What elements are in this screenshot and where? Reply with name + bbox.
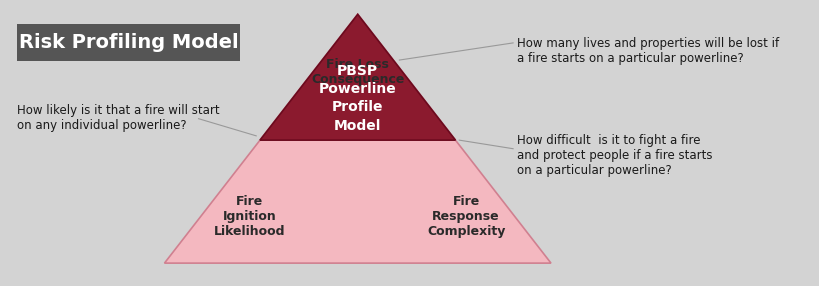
Text: Fire
Ignition
Likelihood: Fire Ignition Likelihood xyxy=(214,195,285,238)
Polygon shape xyxy=(165,14,550,263)
Text: How many lives and properties will be lost if
a fire starts on a particular powe: How many lives and properties will be lo… xyxy=(516,37,778,65)
Text: How difficult  is it to fight a fire
and protect people if a fire starts
on a pa: How difficult is it to fight a fire and … xyxy=(516,134,712,177)
Polygon shape xyxy=(260,14,455,140)
Text: How likely is it that a fire will start
on any individual powerline?: How likely is it that a fire will start … xyxy=(16,104,219,132)
Text: PBSP
Powerline
Profile
Model: PBSP Powerline Profile Model xyxy=(319,63,396,133)
Text: Risk Profiling Model: Risk Profiling Model xyxy=(19,33,238,52)
Text: Fire
Response
Complexity: Fire Response Complexity xyxy=(427,195,505,238)
Text: Fire Loss
Consequence: Fire Loss Consequence xyxy=(310,57,404,86)
FancyBboxPatch shape xyxy=(16,24,240,61)
